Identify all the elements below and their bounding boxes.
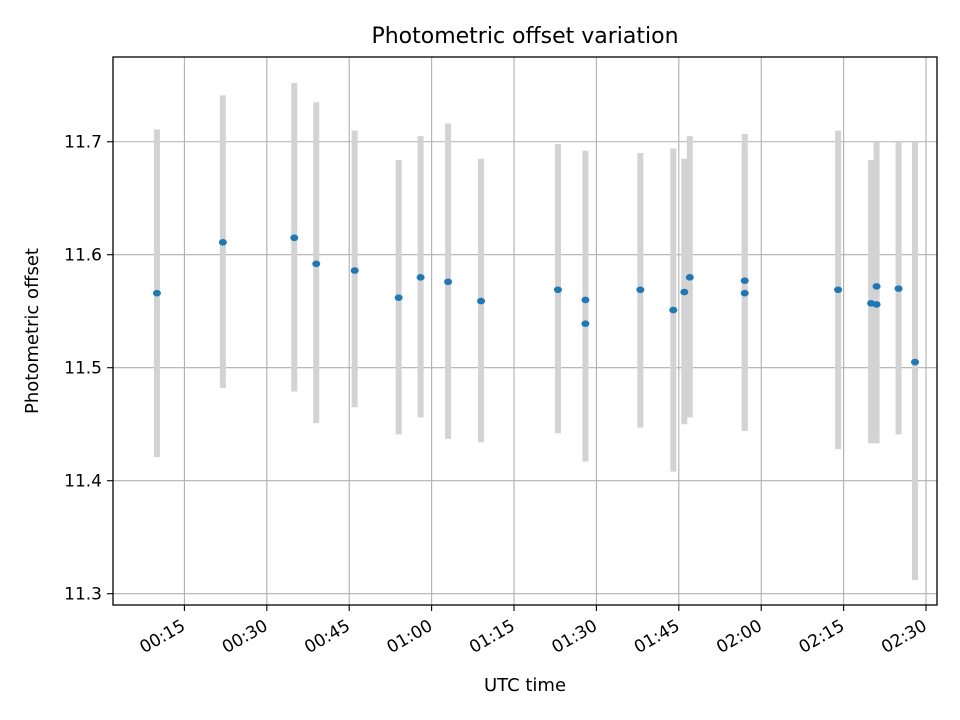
y-axis-label: Photometric offset (22, 248, 43, 414)
data-points (152, 234, 920, 366)
data-point (740, 277, 749, 285)
data-point (394, 294, 403, 301)
data-point (685, 274, 694, 281)
x-axis-label: UTC time (484, 675, 566, 696)
y-axis-ticks: 11.3 11.4 11.5 11.6 11.7 (64, 133, 113, 605)
y-tick-label: 11.3 (64, 585, 102, 605)
data-point (152, 289, 161, 297)
y-tick-label: 11.5 (64, 359, 102, 379)
data-point (636, 286, 645, 294)
data-point (911, 358, 920, 366)
y-tick-label: 11.6 (64, 246, 102, 266)
data-point (894, 285, 903, 292)
data-point (312, 260, 321, 268)
data-point (581, 320, 590, 327)
data-point (290, 234, 299, 242)
data-point (740, 289, 749, 297)
data-point (477, 297, 486, 305)
data-point (416, 274, 425, 281)
data-point (350, 267, 359, 274)
data-point (680, 288, 689, 296)
data-point (834, 286, 843, 294)
data-point (872, 301, 881, 308)
data-point (669, 306, 678, 314)
data-point (444, 278, 453, 286)
data-point (581, 296, 590, 304)
grid (113, 57, 937, 605)
chart-title: Photometric offset variation (371, 24, 678, 49)
data-point (553, 286, 562, 294)
data-point (872, 283, 881, 290)
data-point (218, 239, 227, 246)
y-tick-label: 11.4 (64, 472, 102, 492)
plot-frame (112, 56, 938, 606)
y-tick-label: 11.7 (64, 133, 102, 153)
